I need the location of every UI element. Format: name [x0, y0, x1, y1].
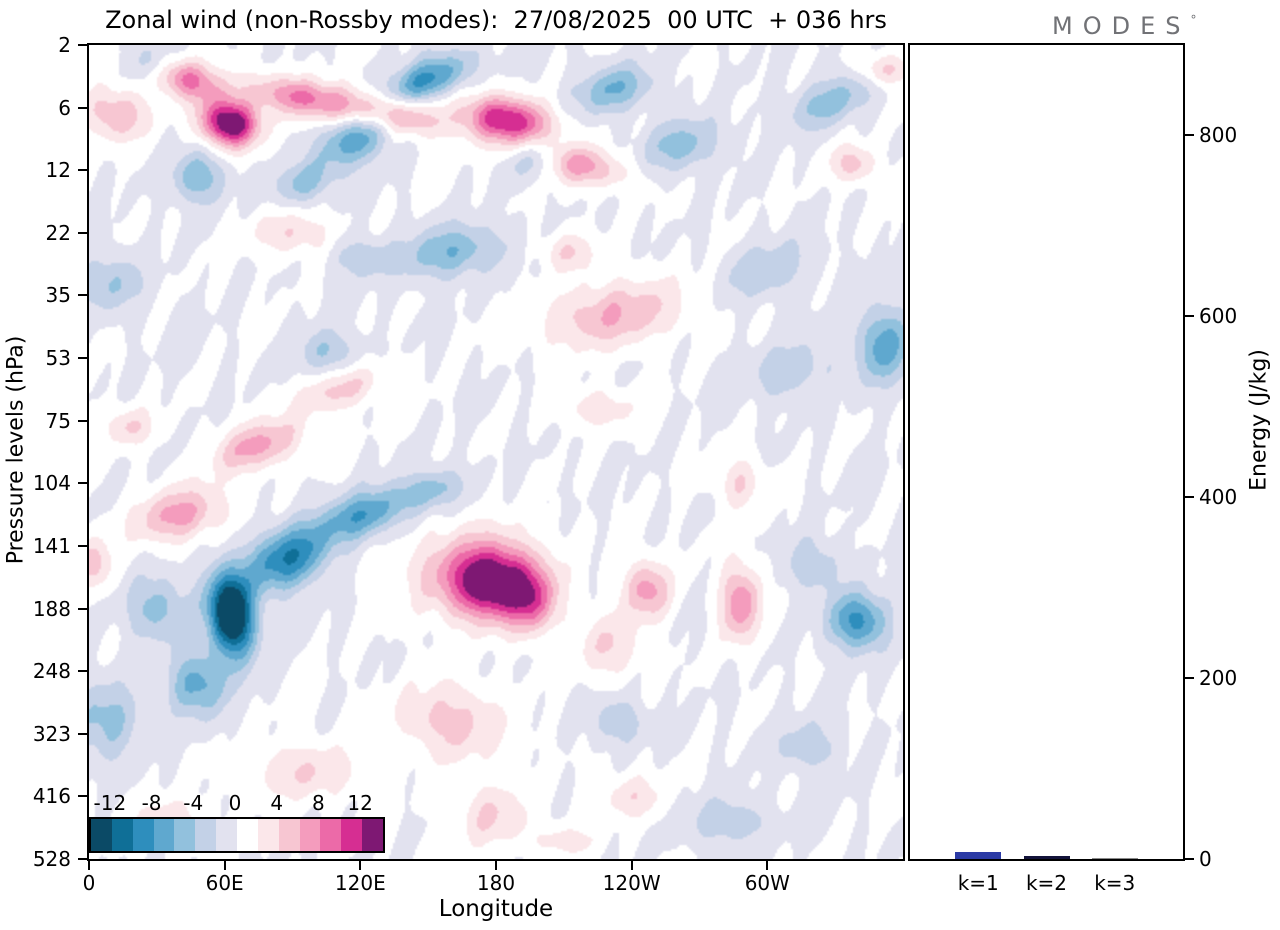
energy-tick	[1185, 496, 1194, 499]
energy-bar-k3	[1091, 858, 1138, 859]
longitude-tick-label: 60W	[744, 871, 790, 895]
pressure-tick-label: 12	[45, 158, 71, 183]
energy-tick	[1185, 677, 1194, 680]
pressure-tick	[78, 106, 87, 109]
main-plot: -12 -8 -4 0 4 8 12 2 6 12 22 35 53 75 104 141 188 248 323…	[33, 33, 905, 895]
pressure-tick-label: 75	[45, 408, 71, 433]
modes-logo: MODES°	[1052, 12, 1196, 40]
energy-tick-label: 600	[1199, 304, 1238, 329]
longitude-tick	[766, 861, 769, 870]
pressure-tick-label: 22	[45, 220, 71, 245]
energy-tick-label: 0	[1199, 847, 1212, 871]
longitude-tick-label: 120E	[334, 871, 386, 895]
energy-bar-k2	[1023, 856, 1070, 859]
pressure-tick-label: 2	[58, 33, 71, 57]
longitude-tick-label: 60E	[205, 871, 244, 895]
colorbar-cell	[362, 819, 384, 851]
energy-tick-label: 200	[1199, 666, 1238, 691]
pressure-tick	[78, 419, 87, 422]
colorbar-tick-label: 8	[312, 791, 325, 815]
pressure-tick	[78, 607, 87, 610]
wavenumber-label: k=2	[1025, 871, 1068, 895]
colorbar-tick-label: -8	[141, 791, 162, 815]
energy-axis-label: Energy (J/kg)	[1246, 349, 1272, 491]
pressure-tick-label: 141	[32, 533, 71, 558]
longitude-axis-label: Longitude	[438, 896, 554, 922]
longitude-tick-label: 120W	[602, 871, 661, 895]
colorbar-tick-label: -12	[93, 791, 127, 815]
pressure-tick-label: 528	[32, 847, 71, 871]
energy-tick-label: 800	[1199, 123, 1238, 148]
colorbar-cell	[320, 819, 342, 851]
colorbar-cell	[132, 819, 154, 851]
pressure-tick	[78, 732, 87, 735]
pressure-tick	[78, 294, 87, 297]
energy-bar-k1	[955, 851, 1002, 859]
pressure-tick	[78, 44, 87, 46]
colorbar-cell	[174, 819, 196, 851]
pressure-tick	[78, 169, 87, 172]
pressure-tick-label: 6	[58, 95, 71, 120]
pressure-tick-label: 35	[45, 283, 71, 308]
longitude-tick	[495, 861, 497, 870]
energy-tick-label: 400	[1199, 485, 1238, 510]
bar-panel: 0 200 400 600 800 k=1 k=2 k=3	[908, 43, 1237, 895]
contour-canvas	[89, 45, 903, 859]
pressure-axis-label: Pressure levels (hPa)	[3, 335, 29, 565]
colorbar-cell	[216, 819, 238, 851]
pressure-tick	[78, 231, 87, 234]
colorbar-cell	[341, 819, 363, 851]
energy-tick	[1185, 858, 1194, 860]
energy-tick	[1185, 315, 1194, 318]
colorbar-cell	[153, 819, 175, 851]
colorbar-tick-label: 12	[347, 791, 373, 815]
longitude-tick	[630, 861, 633, 870]
colorbar-cell	[195, 819, 217, 851]
modes-logo-text: MODES	[1052, 12, 1191, 40]
colorbar-tick-label: 4	[270, 791, 284, 815]
pressure-tick-label: 323	[32, 721, 71, 746]
longitude-tick	[359, 861, 362, 870]
pressure-tick	[78, 858, 87, 860]
pressure-tick	[78, 357, 87, 360]
colorbar-cell	[111, 819, 133, 851]
energy-tick	[1185, 134, 1194, 137]
pressure-tick	[78, 670, 87, 673]
figure-title: Zonal wind (non-Rossby modes): 27/08/202…	[105, 6, 887, 34]
colorbar-cell	[257, 819, 279, 851]
colorbar-tick-label: -4	[183, 791, 204, 815]
colorbar-cell	[278, 819, 300, 851]
pressure-tick-label: 248	[32, 659, 71, 684]
pressure-tick-label: 53	[45, 346, 71, 371]
colorbar-cell	[299, 819, 321, 851]
longitude-tick	[223, 861, 226, 870]
pressure-tick	[78, 795, 87, 798]
wavenumber-label: k=1	[957, 871, 999, 895]
colorbar-cell	[91, 819, 112, 851]
colorbar-cell	[237, 819, 258, 851]
wavenumber-label: k=3	[1094, 871, 1136, 895]
pressure-tick-label: 104	[32, 471, 71, 496]
modes-logo-degree-icon: °	[1190, 13, 1197, 27]
pressure-tick	[78, 482, 87, 485]
colorbar-labels: -12 -8 -4 0 4 8 12	[89, 791, 381, 815]
longitude-tick-label: 0	[82, 871, 96, 895]
pressure-tick-label: 416	[32, 784, 71, 809]
pressure-tick	[78, 544, 87, 547]
colorbar-tick-label: 0	[228, 791, 242, 815]
pressure-tick-label: 188	[32, 596, 71, 621]
longitude-tick-label: 180	[476, 871, 516, 895]
colorbar	[89, 817, 385, 853]
longitude-tick	[88, 861, 90, 870]
